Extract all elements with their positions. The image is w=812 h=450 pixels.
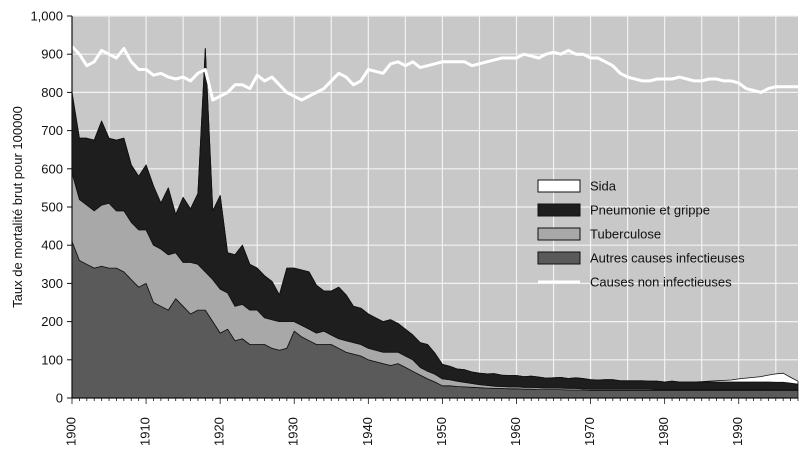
y-tick-label: 600 [41,161,63,176]
x-tick-label: 1960 [508,417,523,446]
x-tick-label: 1970 [582,417,597,446]
legend-label: Tuberculose [590,227,661,242]
legend-swatch-tuberculose [537,227,581,241]
y-axis-ticks: 0 100 200 300 400 500 600 700 800 900 1,000 [30,9,72,406]
legend-label: Autres causes infectieuses [590,251,745,266]
x-tick-label: 1940 [360,417,375,446]
y-tick-label: 1,000 [30,9,63,24]
y-axis-label: Taux de mortalité brut pour 100000 [10,106,25,308]
x-tick-label: 1920 [212,417,227,446]
legend: Sida Pneumonie et grippe Tuberculose Autres… [537,179,745,290]
non-infectious-line-group [70,45,798,102]
y-tick-label: 700 [41,123,63,138]
y-tick-label: 300 [41,276,63,291]
x-tick-label: 1910 [138,417,153,446]
y-tick-label: 400 [41,238,63,253]
x-tick-label: 1990 [730,417,745,446]
y-tick-label: 500 [41,200,63,215]
legend-swatch-pneumonie [537,203,581,217]
legend-swatch-sida [537,179,581,193]
legend-label: Sida [590,179,617,194]
x-tick-label: 1900 [63,417,78,446]
x-tick-label: 1930 [286,417,301,446]
non-infectious-line [70,45,798,102]
y-tick-label: 800 [41,85,63,100]
legend-swatch-autres [537,251,581,265]
x-tick-label: 1950 [434,417,449,446]
y-tick-label: 200 [41,314,63,329]
y-tick-label: 0 [56,391,63,406]
y-tick-label: 100 [41,352,63,367]
legend-label: Causes non infectieuses [590,275,732,290]
y-tick-label: 900 [41,47,63,62]
sida-area [71,48,799,385]
x-tick-label: 1980 [656,417,671,446]
x-axis-ticks: 1900 1910 1920 1930 1940 1950 1960 1970 1980 1990 [63,398,799,446]
legend-label: Pneumonie et grippe [590,203,710,218]
